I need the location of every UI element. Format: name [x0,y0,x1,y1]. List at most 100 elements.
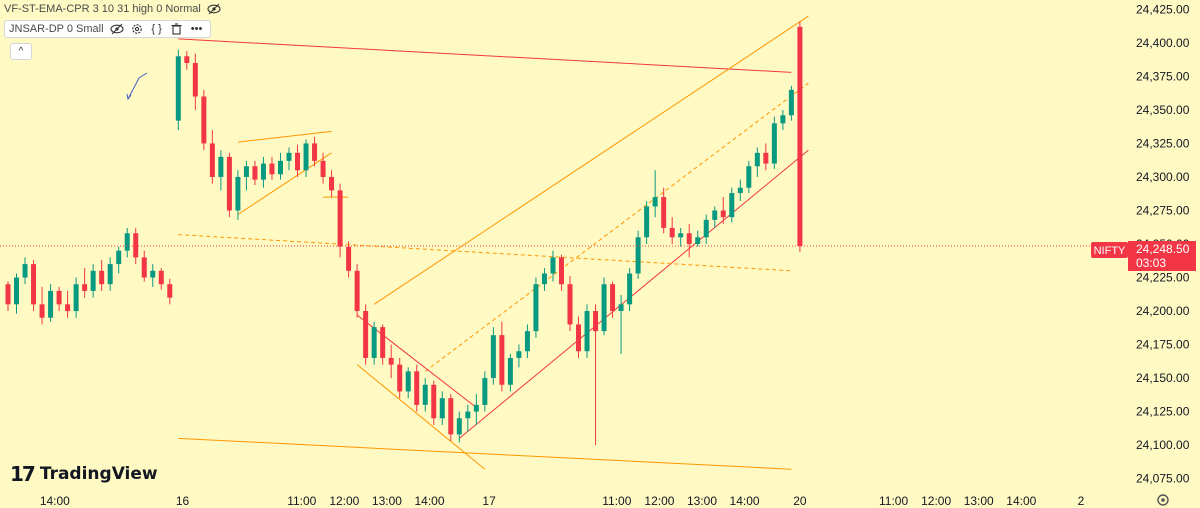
channel-lower-line[interactable] [458,149,809,439]
candle [150,264,156,287]
candle-body [388,357,394,365]
candle [669,217,675,244]
candle-body [260,163,266,180]
candle-body [303,143,309,171]
candle-body [397,364,403,392]
candle [703,214,709,244]
candle-body [346,246,352,271]
candle [312,136,318,167]
candle-body [746,166,752,188]
time-tick-label: 20 [793,494,807,508]
channel-mid-dashed-line[interactable] [424,82,809,372]
candle [167,278,173,305]
candle [56,286,62,312]
candle-body [65,304,71,312]
candle [593,304,599,446]
candle [652,170,658,218]
candle [678,227,684,247]
symbol-tag-bg [1091,242,1128,258]
price-axis[interactable]: 24,425.00 24,400.00 24,375.00 24,350.00 24,3… [1136,2,1190,485]
candle [380,324,386,365]
eye-off-icon[interactable] [207,2,221,16]
candle [218,150,224,191]
candle-body [277,160,283,175]
price-tick-label: 24,275.00 [1136,203,1190,217]
candle-body [295,152,301,171]
candle-body [533,284,539,332]
gear-icon[interactable] [130,22,144,36]
candle-body [175,56,181,121]
channel-upper-line[interactable] [373,15,809,305]
price-tick-label: 24,150.00 [1136,371,1190,385]
candle-body [737,187,743,194]
candle [431,380,437,425]
candle [550,250,556,282]
wedge-upper-line[interactable] [237,130,332,143]
braces-icon[interactable]: { } [151,23,162,35]
price-tick-label: 24,400.00 [1136,36,1190,50]
collapse-legend-button[interactable]: ^ [10,43,32,60]
more-icon[interactable]: ••• [190,23,203,35]
candle-body [14,277,20,305]
lower-orange-line[interactable] [178,437,792,470]
candle-body [661,197,667,228]
candle [507,353,513,392]
candle-body [235,176,241,211]
candle [39,286,45,325]
candle [260,156,266,188]
falling-wedge-red-line[interactable] [356,314,477,408]
candle [763,143,769,171]
indicator-legend-1[interactable]: VF-ST-EMA-CPR 3 10 31 high 0 Normal [4,2,221,16]
candle [695,230,701,247]
price-tick-label: 24,100.00 [1136,438,1190,452]
candle [465,404,471,432]
tradingview-logo-icon: 17 [10,462,36,486]
candle-body [541,273,547,285]
arrow-annotation [126,72,148,101]
candle [712,206,718,228]
candle [65,290,71,318]
candle [788,85,794,121]
candle-body [243,166,249,177]
upper-red-line[interactable] [178,38,792,73]
candle [371,321,377,365]
time-axis[interactable]: 14:00 16 11:00 12:00 13:00 14:00 17 11:00 12:00 1… [40,494,1085,508]
candle [635,230,641,279]
price-tag-timer: 03:03 [1136,256,1166,270]
candle-body [788,89,794,116]
candle-body [720,210,726,218]
candle [524,324,530,358]
settings-gear[interactable] [1157,494,1169,506]
price-tick-label: 24,350.00 [1136,103,1190,117]
candle-body [448,398,454,435]
candle [107,257,113,291]
price-tick-label: 24,175.00 [1136,338,1190,352]
candle-body [56,290,62,305]
time-tick-label: 14:00 [414,494,444,508]
candle-body [473,404,479,412]
wedge-lower-line[interactable] [237,152,332,215]
candle-body [405,371,411,392]
falling-wedge-orange-line[interactable] [356,364,486,470]
candle [516,344,522,368]
candle [235,170,241,220]
price-tick-label: 24,300.00 [1136,170,1190,184]
trendlines [178,15,809,470]
trash-icon[interactable] [170,22,184,36]
candle [686,223,692,258]
price-tick-label: 24,425.00 [1136,2,1190,16]
candle [388,344,394,379]
eye-off-icon[interactable] [109,22,124,36]
horizontal-dashed-line[interactable] [178,234,792,272]
indicator-legend-2[interactable]: JNSAR-DP 0 Small { } ••• [4,20,211,38]
candle-body [729,193,735,218]
candle [397,357,403,399]
tradingview-logo[interactable]: 17 TradingView [10,462,158,486]
candle [567,276,573,332]
candle [541,268,547,291]
candle-body [269,163,275,175]
candle-body [209,143,215,177]
candle-body [286,152,292,161]
candle-body [218,156,224,177]
